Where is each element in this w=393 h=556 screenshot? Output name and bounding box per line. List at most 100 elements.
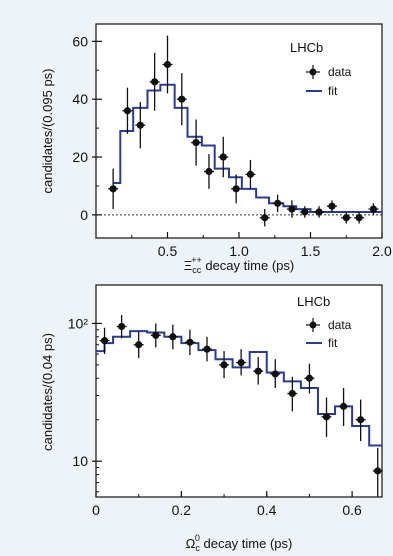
legend-fit-label-bottom: fit <box>328 336 338 350</box>
data-point <box>314 206 325 218</box>
y-axis-label-top: candidates/(0.095 ps) <box>40 68 55 193</box>
point-marker <box>135 341 143 349</box>
lhcb-label-bottom: LHCb <box>297 294 330 309</box>
point-marker <box>271 370 279 378</box>
point-marker <box>220 361 228 369</box>
point-marker <box>288 389 296 398</box>
point-marker <box>136 121 144 129</box>
point-marker <box>205 167 213 176</box>
data-point <box>272 194 283 212</box>
data-point <box>368 203 379 215</box>
legend-top: data fit <box>306 65 352 98</box>
x-ticks-bottom: 0 0.2 0.4 0.6 <box>92 491 362 518</box>
point-marker <box>339 402 348 410</box>
point-marker <box>274 199 282 207</box>
point-marker <box>109 185 117 193</box>
point-marker <box>369 205 378 213</box>
y-ticks-top: 0 20 40 60 <box>72 33 102 223</box>
point-marker <box>357 416 365 424</box>
point-marker <box>151 78 159 86</box>
data-point <box>201 336 212 362</box>
data-point <box>270 359 281 388</box>
data-point <box>287 376 298 412</box>
point-marker <box>123 107 132 115</box>
fit-curve <box>96 330 382 447</box>
point-marker <box>169 333 177 341</box>
data-point <box>259 209 270 227</box>
legend-data-label-top: data <box>328 65 352 79</box>
data-point <box>116 315 127 339</box>
data-point <box>122 87 133 134</box>
data-point <box>372 447 383 497</box>
x-tick-label: 2.0 <box>372 243 392 259</box>
data-points-bottom <box>99 315 383 497</box>
y-tick-label: 20 <box>72 149 88 165</box>
point-marker <box>301 208 309 216</box>
legend-data-label-bottom: data <box>328 318 352 332</box>
point-marker <box>118 322 126 331</box>
data-point <box>231 174 242 204</box>
data-point <box>108 168 119 210</box>
legend-bottom: data fit <box>306 318 352 350</box>
point-marker <box>288 205 296 213</box>
data-point <box>304 363 315 394</box>
x-axis-label-top: Ξcc++ decay time (ps) <box>184 255 294 275</box>
data-point <box>218 136 229 178</box>
legend-data-marker <box>309 68 317 76</box>
point-marker <box>246 170 255 178</box>
y-tick-label: 40 <box>72 91 88 107</box>
data-point <box>338 387 349 427</box>
data-point <box>321 397 332 437</box>
data-point <box>355 399 366 442</box>
point-marker <box>192 138 200 147</box>
y-axis-label-bottom: candidates/(0.04 ps) <box>40 333 55 451</box>
data-point <box>184 329 195 355</box>
point-marker <box>305 374 314 382</box>
data-point <box>203 154 214 189</box>
point-marker <box>374 467 382 475</box>
panel-bottom: 0 0.2 0.4 0.6 10 10² LHCb data fit candidate… <box>40 284 383 553</box>
point-marker <box>254 367 262 375</box>
y-tick-label: 10 <box>72 453 88 469</box>
point-marker <box>100 337 109 345</box>
point-marker <box>203 345 211 353</box>
y-tick-label: 0 <box>80 207 88 223</box>
y-tick-label: 60 <box>72 33 88 49</box>
data-point <box>176 73 187 126</box>
x-tick-label: 0.5 <box>158 243 178 259</box>
data-points-top <box>108 35 379 227</box>
point-marker <box>261 214 269 222</box>
point-marker <box>322 413 331 421</box>
y-ticks-bottom: 10 10² <box>68 315 102 493</box>
data-point <box>236 349 247 376</box>
point-marker <box>355 214 363 222</box>
data-point <box>149 52 160 111</box>
fit-histogram-top <box>113 83 382 213</box>
data-point <box>245 159 256 189</box>
data-point <box>286 200 297 218</box>
point-marker <box>328 202 336 210</box>
x-tick-label: 1.5 <box>301 243 321 259</box>
data-point <box>135 102 146 149</box>
data-point <box>299 206 310 218</box>
panel-top: 0.5 1.0 1.5 2.0 0 20 40 60 LHCb data fit candi… <box>40 23 392 275</box>
data-point <box>150 323 161 348</box>
x-tick-label: 0.2 <box>172 502 192 518</box>
data-point <box>341 211 352 224</box>
point-marker <box>315 208 323 216</box>
legend-data-marker <box>309 321 317 329</box>
legend-fit-label-top: fit <box>328 84 338 98</box>
data-point <box>253 357 264 385</box>
x-tick-label: 0.6 <box>342 502 362 518</box>
data-point <box>326 200 337 212</box>
x-tick-label: 0 <box>92 502 100 518</box>
data-point <box>354 211 365 224</box>
plot-area-top <box>95 23 383 239</box>
x-axis-label-bottom: Ωc0 decay time (ps) <box>186 533 293 553</box>
point-marker <box>237 358 245 367</box>
data-point <box>219 351 230 379</box>
point-marker <box>163 60 172 69</box>
lhcb-label-top: LHCb <box>290 40 323 55</box>
data-point <box>191 119 202 166</box>
